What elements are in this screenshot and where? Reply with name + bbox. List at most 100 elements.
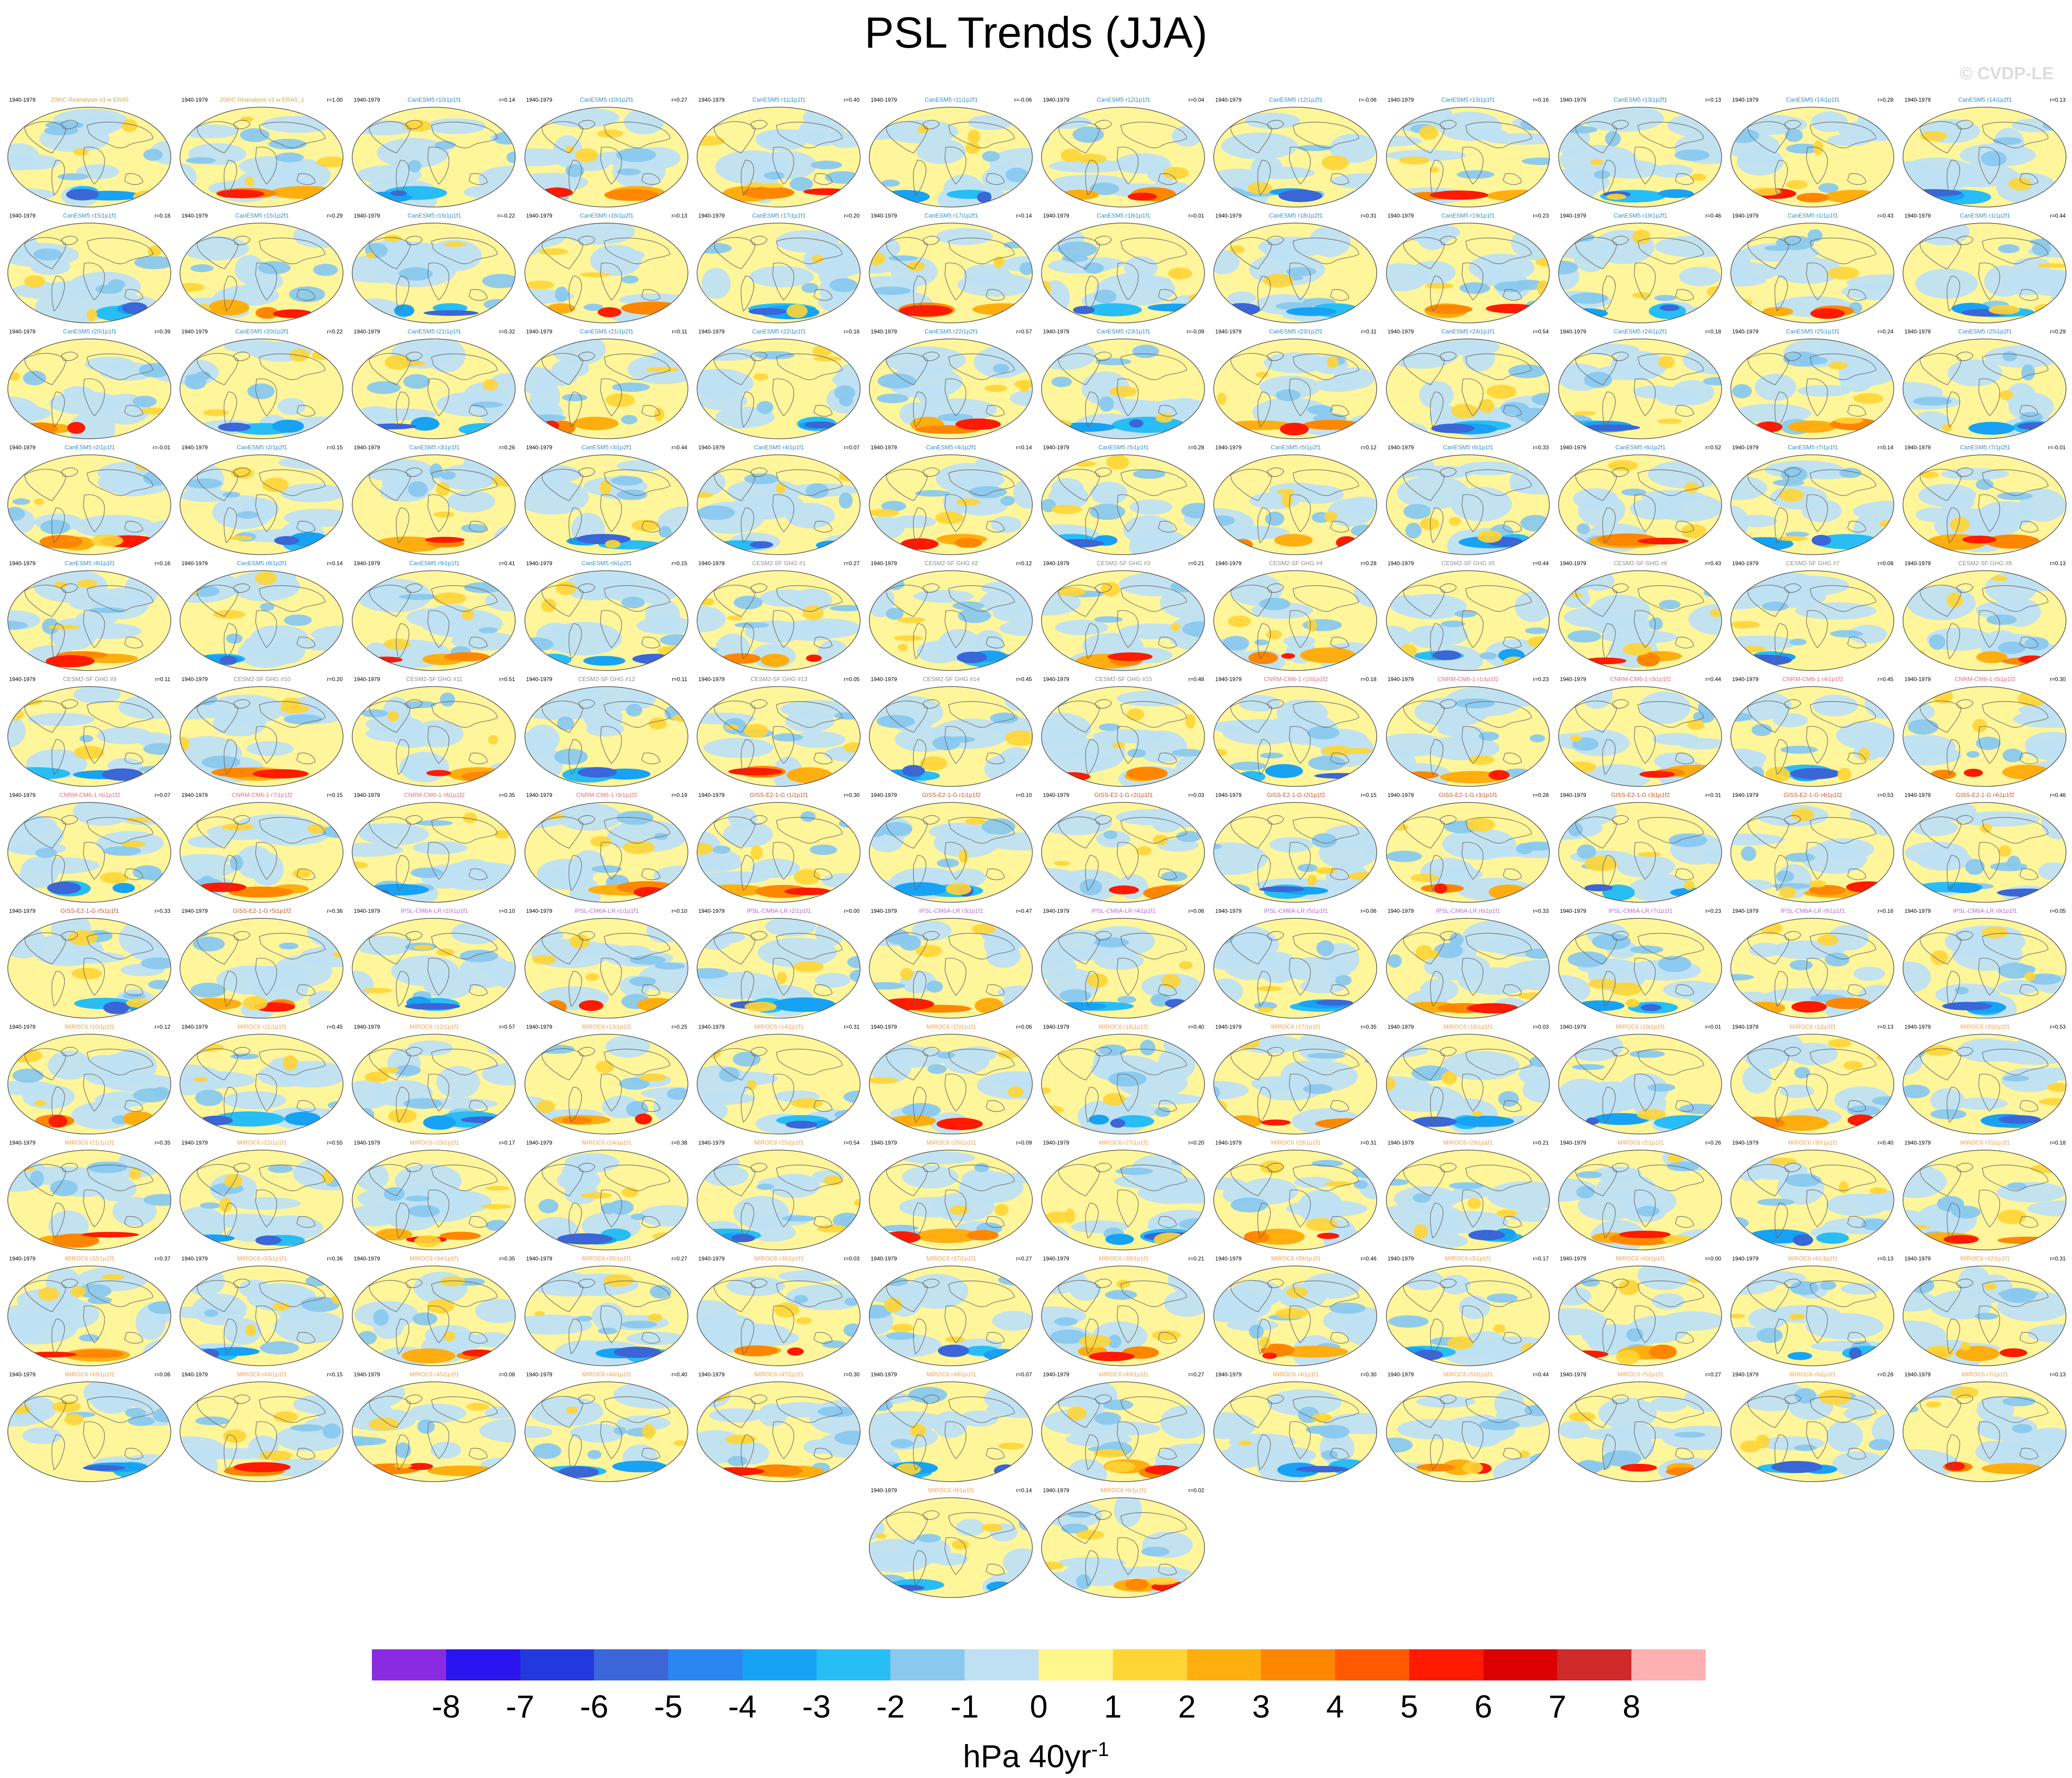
trend-patch-positive [485, 1186, 510, 1191]
map-panel: CNRM-CM6-1 r8i1p1f2 1940-1979 r=0.35 [348, 791, 520, 908]
panel-title: GISS-E2-1-G r1i1p1f1 [749, 791, 808, 798]
trend-patch-positive [575, 148, 598, 163]
panel-header: MIROC6 r26i1p1f1 1940-1979 r=0.09 [865, 1138, 1037, 1147]
panel-header: CanESM5 r11i1p2f1 1940-1979 r=-0.06 [865, 95, 1037, 104]
colorbar [372, 1649, 1706, 1680]
continent-outline [741, 507, 754, 544]
trend-patch-negative [441, 862, 516, 882]
trend-patch-negative [951, 868, 986, 887]
panel-header: CESM2-SF GHG #6 1940-1979 r=0.43 [1554, 559, 1727, 568]
trend-patch-positive [1348, 872, 1377, 881]
map-border [7, 570, 171, 671]
panel-period: 1940-1979 [1559, 1140, 1587, 1146]
map-plot [869, 1150, 1033, 1250]
panel-header: MIROC6 r40i1p1f1 1940-1979 r=0.00 [1554, 1254, 1727, 1263]
map-panel: MIROC6 r1i1p1f1 1940-1979 r=0.13 [1727, 1022, 1899, 1140]
trend-patch-negative [1129, 529, 1190, 555]
map-panel: MIROC6 r11i1p1f1 1940-1979 r=0.45 [176, 1022, 348, 1140]
continent-outline [396, 276, 409, 312]
continent-outline [603, 817, 671, 844]
panel-period: 1940-1979 [1043, 1024, 1069, 1030]
continent-outline [1774, 739, 1788, 775]
trend-patch-negative [1907, 586, 1976, 621]
continent-outline [296, 753, 316, 764]
trend-patch-strong [604, 189, 659, 201]
panel-period: 1940-1979 [1904, 444, 1931, 451]
trend-patch-positive [1667, 1153, 1683, 1163]
panel-title: CNRM-CM6-1 r7i1p1f2 [231, 791, 293, 798]
panel-header: MIROC6 r13i1p1f1 1940-1979 r=0.25 [521, 1022, 693, 1031]
panel-period: 1940-1979 [1559, 560, 1587, 567]
panel-header: CanESM5 r13i1p1f1 1940-1979 r=0.16 [1382, 95, 1554, 104]
panel-period: 1940-1979 [1559, 1255, 1587, 1262]
continent-outline [1085, 739, 1099, 775]
trend-patch-negative [103, 846, 142, 856]
continent-outline [1289, 378, 1311, 416]
trend-patch-negative [1000, 496, 1015, 506]
map-panel: CanESM5 r24i1p2f1 1940-1979 r=0.18 [1554, 327, 1727, 444]
trend-patch-negative [974, 1163, 989, 1173]
trend-patch-negative [415, 820, 453, 826]
trend-patch-negative [1221, 132, 1298, 160]
map-panel: MIROC6 r26i1p1f1 1940-1979 r=0.09 [865, 1138, 1037, 1255]
trend-patch-positive [1478, 399, 1494, 413]
panel-title: CESM2-SF GHG #10 [234, 676, 291, 682]
trend-patch-negative [1090, 503, 1125, 520]
panel-correlation: r=0.06 [1361, 908, 1377, 914]
trend-patch-strong [1432, 650, 1461, 660]
continent-outline [224, 855, 237, 891]
panel-period: 1940-1979 [526, 792, 552, 798]
continent-outline [259, 817, 326, 844]
trend-patch-negative [839, 492, 853, 509]
continent-outline [1612, 583, 1629, 593]
colorbar-tick-label: -6 [580, 1689, 609, 1724]
trend-patch-negative [1251, 156, 1283, 178]
trend-patch-positive [48, 625, 80, 630]
panel-header: MIROC6 r45i1p1f1 1940-1979 r=0.08 [348, 1370, 520, 1379]
continent-outline [1947, 392, 1960, 428]
panel-title: CanESM5 r3i1p1f1 [409, 444, 460, 451]
trend-patch-negative [268, 139, 307, 150]
trend-patch-positive [898, 644, 908, 651]
continent-outline [1430, 739, 1444, 775]
trend-patch-negative [1307, 405, 1334, 415]
panel-period: 1940-1979 [1732, 908, 1759, 914]
map-panel: MIROC6 r48i1p1f1 1940-1979 r=0.07 [865, 1370, 1037, 1487]
continent-outline [772, 610, 794, 648]
map-border [869, 223, 1033, 323]
trend-patch-negative [355, 936, 414, 955]
panel-header: CanESM5 r1i1p2f1 1940-1979 r=0.44 [1899, 211, 2071, 220]
trend-patch-positive [1625, 999, 1640, 1008]
trend-patch-negative [1652, 733, 1699, 745]
trend-patch-negative [268, 637, 305, 664]
continent-outline [196, 121, 239, 153]
continent-outline [296, 521, 316, 533]
trend-patch-strong [228, 886, 294, 898]
panel-period: 1940-1979 [1043, 792, 1069, 798]
panel-header: CNRM-CM6-1 r10i1p1f2 1940-1979 r=0.18 [1210, 675, 1382, 684]
trend-patch-negative [629, 976, 656, 987]
continent-outline [1675, 637, 1694, 649]
trend-patch-negative [530, 414, 566, 422]
continent-outline [913, 739, 927, 775]
panel-title: CanESM5 r20i1p2f1 [235, 328, 289, 335]
continent-outline [1120, 121, 1187, 148]
trend-patch-negative [1307, 1053, 1346, 1059]
trend-patch-negative [289, 286, 325, 303]
panel-correlation: r=0.33 [1533, 444, 1549, 451]
trend-patch-strong [583, 656, 626, 666]
trend-patch-positive [1930, 950, 1948, 965]
panel-correlation: r=0.11 [672, 676, 687, 682]
continent-outline [1058, 353, 1100, 385]
continent-outline [1289, 610, 1311, 648]
trend-patch-positive [501, 770, 516, 777]
map-plot [1730, 1150, 1894, 1250]
units-exponent: -1 [1091, 1738, 1109, 1761]
continent-outline [578, 351, 595, 361]
trend-patch-negative [697, 830, 721, 865]
trend-patch-negative [1230, 1280, 1283, 1308]
trend-patch-negative [45, 121, 84, 130]
continent-outline [427, 378, 450, 416]
continent-outline [772, 842, 794, 880]
panel-period: 1940-1979 [1904, 1371, 1931, 1378]
